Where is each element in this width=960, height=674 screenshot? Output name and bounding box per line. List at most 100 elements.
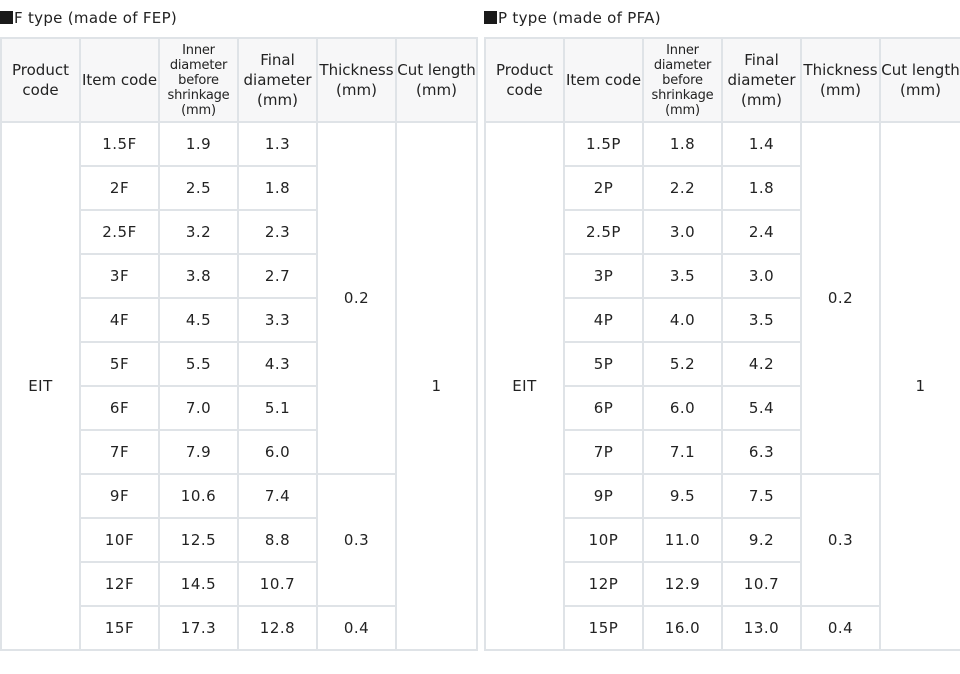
table-row: 7P 7.1 6.3 xyxy=(485,429,960,475)
table-row: EIT 1.5P 1.8 1.4 0.2 1 xyxy=(484,121,960,651)
header-thickness: Thickness (mm) xyxy=(316,37,397,123)
inner-diameter-cell: 6.0 xyxy=(642,385,723,431)
table-row: 6F 7.0 5.1 xyxy=(1,385,477,431)
final-diameter-cell: 3.0 xyxy=(721,253,802,299)
final-diameter-cell: 3.5 xyxy=(721,297,802,343)
section-title: P type (made of PFA) xyxy=(484,0,960,37)
item-code-cell: 9P xyxy=(563,473,644,519)
f-type-section: F type (made of FEP) Product code Item c… xyxy=(0,0,478,651)
table-row: 10P 11.0 9.2 xyxy=(485,517,960,563)
table-row: 15F 17.3 12.8 0.4 xyxy=(1,605,477,651)
inner-diameter-cell: 4.0 xyxy=(642,297,723,343)
inner-diameter-cell: 3.0 xyxy=(642,209,723,255)
final-diameter-cell: 1.8 xyxy=(721,165,802,211)
inner-diameter-cell: 7.0 xyxy=(158,385,239,431)
inner-diameter-cell: 3.5 xyxy=(642,253,723,299)
table-row: 4P 4.0 3.5 xyxy=(485,297,960,343)
item-code-cell: 15P xyxy=(563,605,644,651)
final-diameter-cell: 8.8 xyxy=(237,517,318,563)
table-row: 2.5F 3.2 2.3 xyxy=(1,209,477,255)
item-code-cell: 1.5F xyxy=(79,121,160,167)
inner-diameter-cell: 4.5 xyxy=(158,297,239,343)
f-type-table: Product code Item code Inner diameter be… xyxy=(0,37,478,651)
item-code-cell: 15F xyxy=(79,605,160,651)
header-final-diameter: Final diameter (mm) xyxy=(237,37,318,123)
final-diameter-cell: 5.1 xyxy=(237,385,318,431)
final-diameter-cell: 6.0 xyxy=(237,429,318,475)
final-diameter-cell: 5.4 xyxy=(721,385,802,431)
final-diameter-cell: 2.4 xyxy=(721,209,802,255)
item-code-cell: 5F xyxy=(79,341,160,387)
table-row: EIT 1.5F 1.9 1.3 0.2 1 xyxy=(0,121,478,651)
item-code-cell: 6F xyxy=(79,385,160,431)
final-diameter-cell: 2.3 xyxy=(237,209,318,255)
table-header-row: Product code Item code Inner diameter be… xyxy=(0,37,478,123)
table-row: 9F 10.6 7.4 0.3 xyxy=(1,473,477,607)
table-row: 6P 6.0 5.4 xyxy=(485,385,960,431)
table-row: 7F 7.9 6.0 xyxy=(1,429,477,475)
inner-diameter-cell: 7.1 xyxy=(642,429,723,475)
header-cut-length: Cut length (mm) xyxy=(395,37,478,123)
header-inner-diameter: Inner diameter before shrinkage (mm) xyxy=(158,37,239,123)
item-code-cell: 3F xyxy=(79,253,160,299)
table-row: 3F 3.8 2.7 xyxy=(1,253,477,299)
inner-diameter-cell: 7.9 xyxy=(158,429,239,475)
inner-diameter-cell: 1.8 xyxy=(642,121,723,167)
final-diameter-cell: 1.3 xyxy=(237,121,318,167)
item-code-cell: 7F xyxy=(79,429,160,475)
thickness-cell: 0.2 xyxy=(316,121,397,475)
header-inner-diameter: Inner diameter before shrinkage (mm) xyxy=(642,37,723,123)
inner-diameter-cell: 2.2 xyxy=(642,165,723,211)
table-row: 9P 9.5 7.5 0.3 xyxy=(485,473,960,607)
table-row: 5F 5.5 4.3 xyxy=(1,341,477,387)
inner-diameter-cell: 10.6 xyxy=(158,473,239,519)
item-code-cell: 4F xyxy=(79,297,160,343)
item-code-cell: 6P xyxy=(563,385,644,431)
header-item-code: Item code xyxy=(563,37,644,123)
thickness-cell: 0.3 xyxy=(316,473,397,607)
table-row: 5P 5.2 4.2 xyxy=(485,341,960,387)
final-diameter-cell: 7.4 xyxy=(237,473,318,519)
final-diameter-cell: 2.7 xyxy=(237,253,318,299)
table-header-row: Product code Item code Inner diameter be… xyxy=(484,37,960,123)
item-code-cell: 9F xyxy=(79,473,160,519)
item-code-cell: 12P xyxy=(563,561,644,607)
inner-diameter-cell: 2.5 xyxy=(158,165,239,211)
square-bullet-icon xyxy=(0,11,13,24)
thickness-cell: 0.4 xyxy=(800,605,881,651)
inner-diameter-cell: 3.8 xyxy=(158,253,239,299)
item-code-cell: 7P xyxy=(563,429,644,475)
final-diameter-cell: 3.3 xyxy=(237,297,318,343)
section-title-text: F type (made of FEP) xyxy=(14,9,178,27)
inner-diameter-cell: 5.5 xyxy=(158,341,239,387)
header-thickness: Thickness (mm) xyxy=(800,37,881,123)
table-row: 10F 12.5 8.8 xyxy=(1,517,477,563)
final-diameter-cell: 1.4 xyxy=(721,121,802,167)
table-row: 2P 2.2 1.8 xyxy=(485,165,960,211)
final-diameter-cell: 1.8 xyxy=(237,165,318,211)
item-code-cell: 2.5F xyxy=(79,209,160,255)
final-diameter-cell: 10.7 xyxy=(237,561,318,607)
final-diameter-cell: 4.3 xyxy=(237,341,318,387)
inner-diameter-cell: 9.5 xyxy=(642,473,723,519)
product-code-cell: EIT xyxy=(0,121,81,651)
section-title: F type (made of FEP) xyxy=(0,0,476,37)
item-code-cell: 10F xyxy=(79,517,160,563)
table-row: 3P 3.5 3.0 xyxy=(485,253,960,299)
header-product-code: Product code xyxy=(484,37,565,123)
inner-diameter-cell: 12.9 xyxy=(642,561,723,607)
inner-diameter-cell: 14.5 xyxy=(158,561,239,607)
table-row: 15P 16.0 13.0 0.4 xyxy=(485,605,960,651)
item-code-cell: 2F xyxy=(79,165,160,211)
final-diameter-cell: 9.2 xyxy=(721,517,802,563)
item-code-cell: 2.5P xyxy=(563,209,644,255)
inner-diameter-cell: 3.2 xyxy=(158,209,239,255)
item-code-cell: 1.5P xyxy=(563,121,644,167)
table-row: 12F 14.5 10.7 xyxy=(1,561,477,607)
header-final-diameter: Final diameter (mm) xyxy=(721,37,802,123)
thickness-cell: 0.3 xyxy=(800,473,881,607)
item-code-cell: 4P xyxy=(563,297,644,343)
header-item-code: Item code xyxy=(79,37,160,123)
cut-length-cell: 1 xyxy=(395,121,478,651)
final-diameter-cell: 10.7 xyxy=(721,561,802,607)
